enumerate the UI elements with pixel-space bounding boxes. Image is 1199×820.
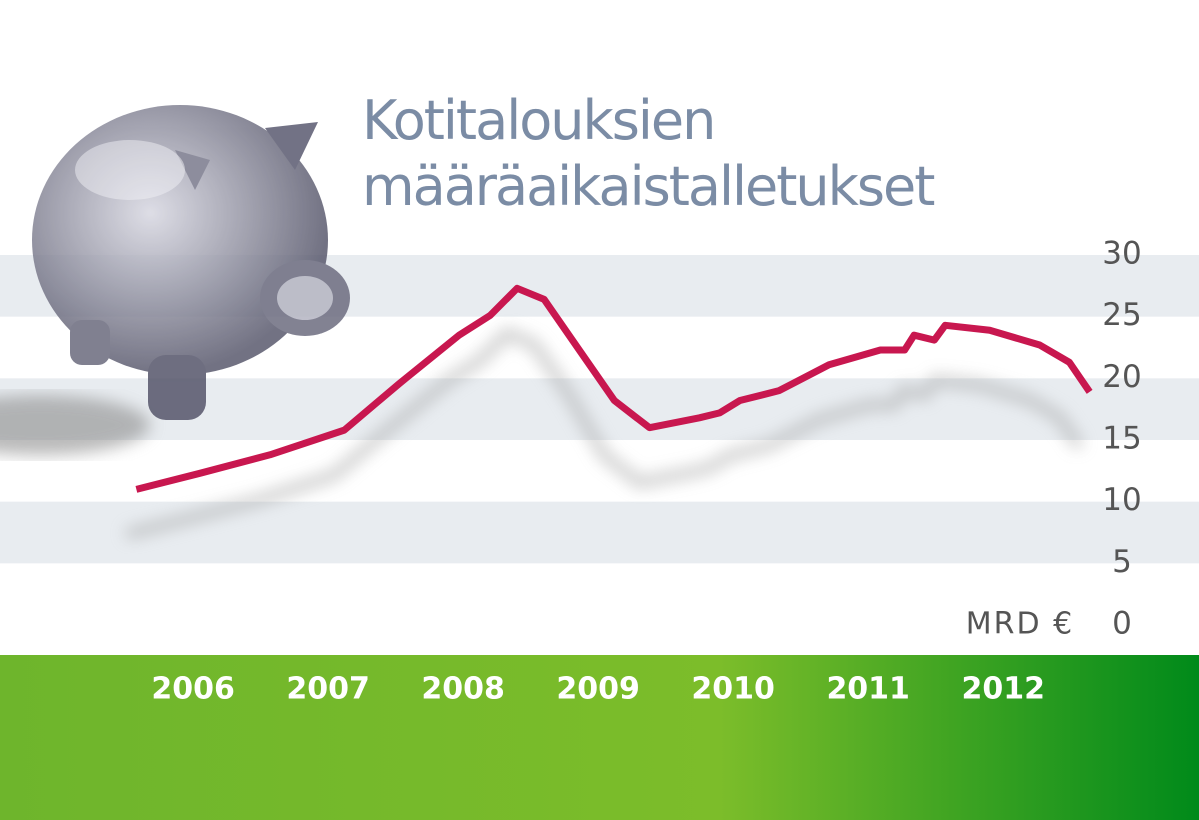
y-tick-label: 0 xyxy=(1112,606,1132,642)
data-line xyxy=(135,284,1093,493)
x-tick-label: 2006 xyxy=(151,672,235,707)
chart-title: Kotitalouksien määräaikaistalletukset xyxy=(362,89,935,218)
y-axis-label: MRD € xyxy=(966,607,1074,642)
y-tick-label: 25 xyxy=(1102,297,1141,333)
y-tick-label: 10 xyxy=(1102,482,1141,518)
y-tick-label: 30 xyxy=(1102,236,1141,272)
y-tick-label: 20 xyxy=(1102,359,1141,395)
pig-shadow xyxy=(0,395,150,455)
x-tick-label: 2007 xyxy=(286,672,370,707)
y-tick-label: 5 xyxy=(1112,544,1132,580)
x-tick-label: 2010 xyxy=(691,672,775,707)
grid-band xyxy=(0,501,1199,564)
x-tick-label: 2008 xyxy=(421,672,505,707)
x-tick-label: 2011 xyxy=(826,672,910,707)
line-shadow xyxy=(125,327,1084,540)
x-tick-label: 2009 xyxy=(556,672,640,707)
x-axis-band xyxy=(0,655,1199,820)
piggy-bank xyxy=(32,105,350,420)
y-tick-label: 15 xyxy=(1102,421,1141,457)
x-tick-label: 2012 xyxy=(961,672,1045,707)
